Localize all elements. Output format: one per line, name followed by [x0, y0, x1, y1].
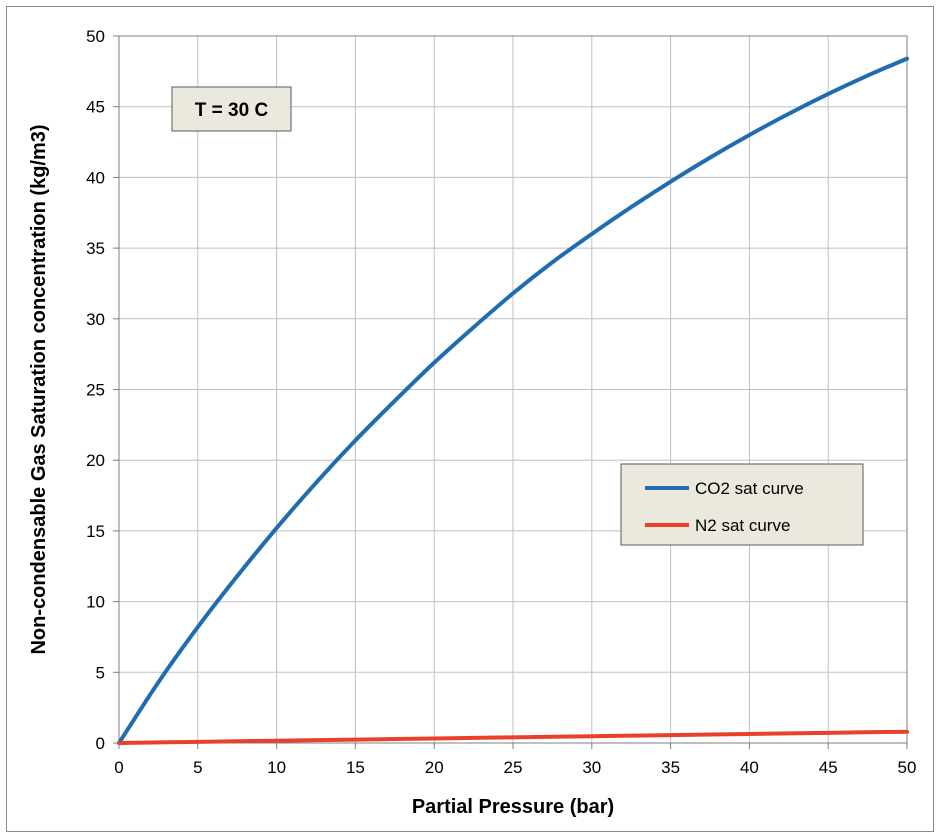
axis-ticks: 0 5 10 15 20 25 30 35 40 45 50 0 5 10 15 20 25 30 35 40 45 50 [86, 27, 916, 777]
y-tick-label: 45 [86, 98, 105, 117]
legend-label-co2: CO2 sat curve [695, 479, 804, 498]
chart-frame: 0 5 10 15 20 25 30 35 40 45 50 0 5 10 15 20 25 30 35 40 45 50… [6, 6, 934, 832]
x-axis-label: Partial Pressure (bar) [412, 796, 614, 818]
grid [118, 35, 908, 744]
legend-label-n2: N2 sat curve [695, 516, 790, 535]
x-tick-label: 5 [193, 758, 202, 777]
x-tick-label: 50 [898, 758, 917, 777]
x-tick-label: 30 [582, 758, 601, 777]
series-lines [117, 56, 909, 745]
annotation-text: T = 30 C [195, 100, 269, 121]
x-tick-label: 25 [504, 758, 523, 777]
temperature-annotation: T = 30 C [171, 86, 292, 132]
annotation-box [171, 86, 292, 132]
y-tick-label: 20 [86, 451, 105, 470]
x-tick-label: 35 [661, 758, 680, 777]
line-chart: 0 5 10 15 20 25 30 35 40 45 50 0 5 10 15 20 25 30 35 40 45 50… [28, 27, 916, 818]
y-tick-label: 5 [96, 663, 105, 682]
y-tick-label: 0 [96, 734, 105, 753]
y-tick-label: 35 [86, 239, 105, 258]
series-line-n2 [117, 729, 909, 745]
y-tick-label: 15 [86, 522, 105, 541]
y-tick-label: 50 [86, 27, 105, 46]
series-line-co2 [117, 56, 909, 745]
y-tick-label: 30 [86, 310, 105, 329]
legend: CO2 sat curve N2 sat curve [620, 463, 864, 546]
x-tick-label: 20 [425, 758, 444, 777]
y-tick-label: 25 [86, 381, 105, 400]
x-tick-label: 45 [819, 758, 838, 777]
x-tick-label: 15 [346, 758, 365, 777]
y-tick-label: 10 [86, 593, 105, 612]
x-tick-label: 10 [267, 758, 286, 777]
legend-box [620, 463, 864, 546]
y-axis-label: Non-condensable Gas Saturation concentra… [28, 124, 50, 654]
x-tick-label: 0 [114, 758, 123, 777]
x-tick-label: 40 [740, 758, 759, 777]
y-tick-label: 40 [86, 168, 105, 187]
